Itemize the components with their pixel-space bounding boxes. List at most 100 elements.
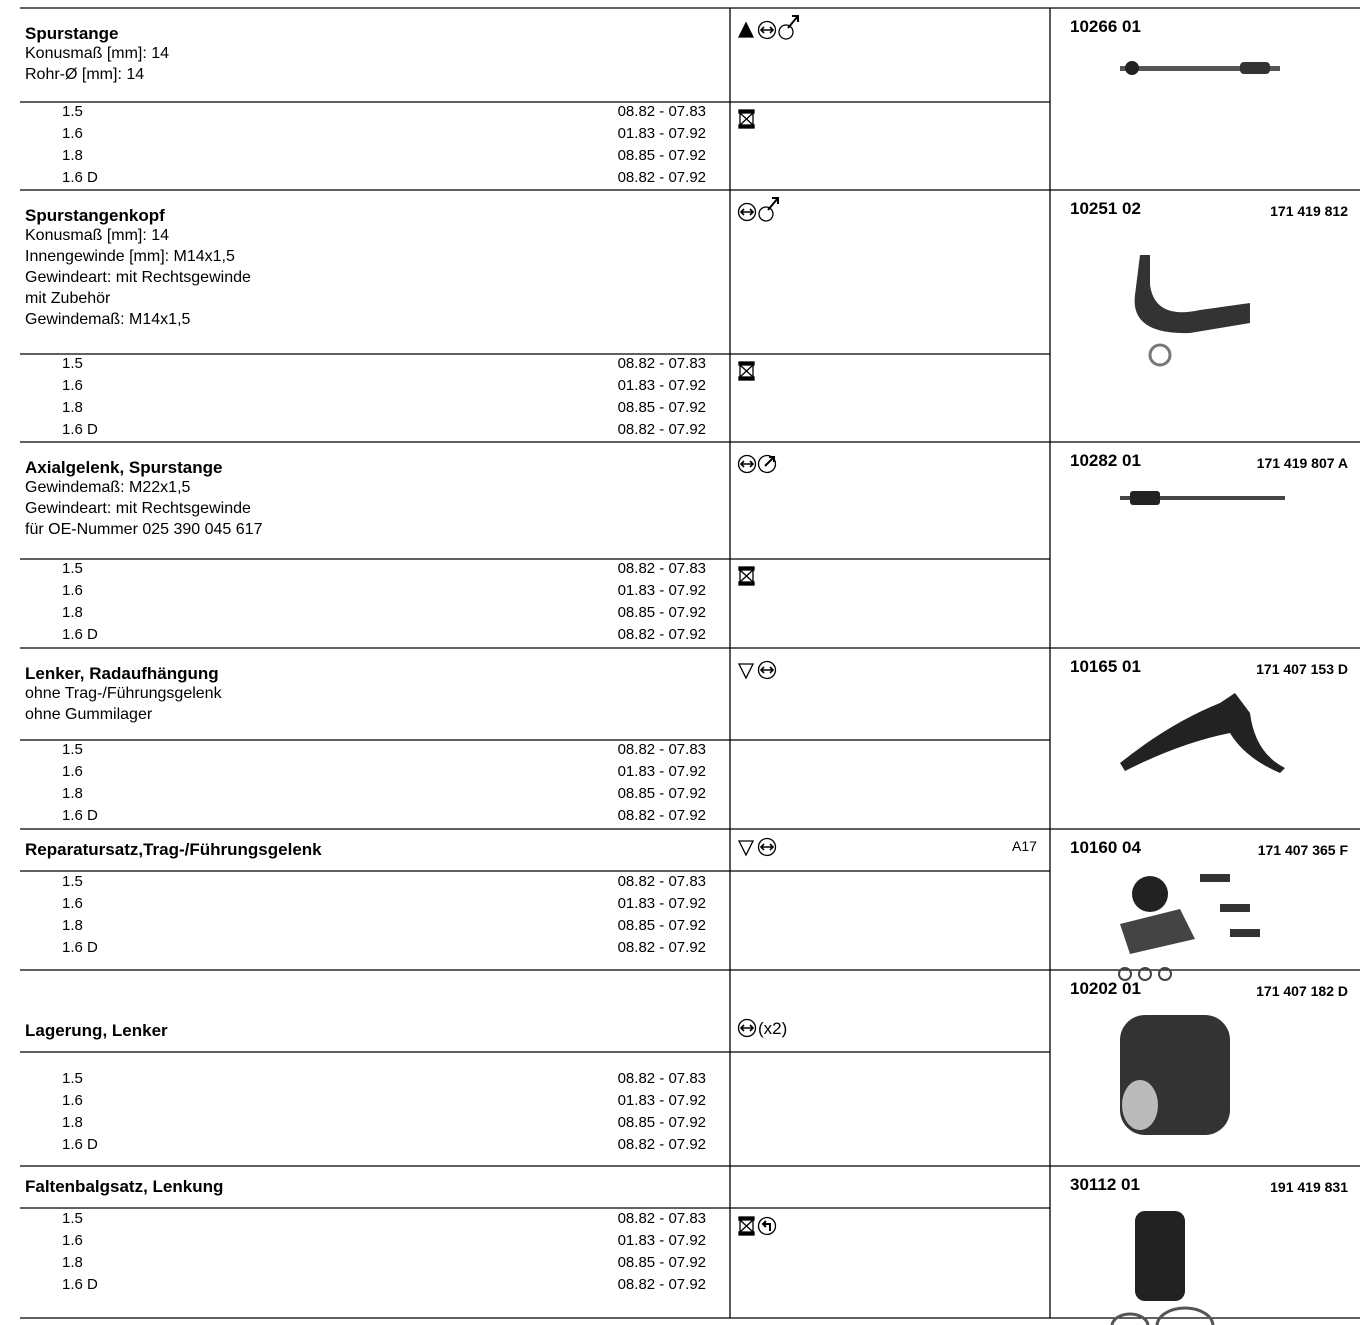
section-title: Lagerung, Lenker: [25, 1021, 168, 1040]
part-number: 10165 01: [1070, 657, 1141, 676]
engine: 1.6: [62, 125, 83, 142]
engine: 1.6 D: [62, 1136, 98, 1153]
period: 08.85 - 07.92: [617, 1254, 706, 1271]
period: 08.82 - 07.83: [617, 355, 706, 372]
period: 01.83 - 07.92: [617, 1232, 706, 1249]
detail-line: Innengewinde [mm]: M14x1,5: [25, 248, 235, 265]
period: 01.83 - 07.92: [617, 125, 706, 142]
engine: 1.6 D: [62, 1276, 98, 1293]
engine: 1.6: [62, 763, 83, 780]
reference-note: A17: [1012, 838, 1037, 854]
symbol-vtri: [737, 840, 755, 857]
symbol-ball: [758, 197, 779, 222]
period: 08.82 - 07.83: [617, 741, 706, 758]
detail-line: Gewindeart: mit Rechtsgewinde: [25, 269, 251, 286]
engine: 1.6: [62, 895, 83, 912]
symbol-arr: [757, 837, 777, 857]
symbol-arr: [757, 660, 777, 680]
period: 08.82 - 07.92: [617, 1136, 706, 1153]
detail-line: ohne Trag-/Führungsgelenk: [25, 685, 222, 702]
oe-number: 171 407 182 D: [1256, 983, 1348, 999]
detail-line: Gewindemaß: M14x1,5: [25, 311, 191, 328]
symbol-arr: [737, 454, 757, 474]
detail-line: ohne Gummilager: [25, 706, 153, 723]
oe-number: 171 407 153 D: [1256, 661, 1348, 677]
period: 08.82 - 07.83: [617, 1210, 706, 1227]
engine: 1.5: [62, 1070, 83, 1087]
part-image: [1110, 1211, 1215, 1325]
section-title: Spurstangenkopf: [25, 206, 165, 225]
part-image: [1120, 1015, 1230, 1135]
engine: 1.6: [62, 377, 83, 394]
engine: 1.8: [62, 1114, 83, 1131]
period: 01.83 - 07.92: [617, 763, 706, 780]
engine: 1.6 D: [62, 807, 98, 824]
symbol-turn: [757, 1216, 777, 1236]
symbol-ball: [778, 15, 799, 40]
period: 08.85 - 07.92: [617, 604, 706, 621]
period: 08.82 - 07.92: [617, 807, 706, 824]
period: 08.85 - 07.92: [617, 1114, 706, 1131]
period: 08.82 - 07.83: [617, 873, 706, 890]
engine: 1.5: [62, 103, 83, 120]
engine: 1.8: [62, 785, 83, 802]
engine: 1.8: [62, 604, 83, 621]
quantity-note: (x2): [758, 1019, 788, 1038]
part-number: 10266 01: [1070, 17, 1141, 36]
symbol-ball2: [757, 454, 777, 474]
oe-number: 171 419 807 A: [1256, 455, 1348, 471]
engine: 1.5: [62, 1210, 83, 1227]
part-image: [1120, 491, 1285, 505]
detail-line: für OE-Nummer 025 390 045 617: [25, 521, 263, 538]
part-number: 30112 01: [1070, 1175, 1140, 1194]
section-title: Axialgelenk, Spurstange: [25, 458, 223, 477]
symbol-arr: [737, 202, 757, 222]
section-title: Spurstange: [25, 24, 119, 43]
period: 08.82 - 07.92: [617, 169, 706, 186]
period: 01.83 - 07.92: [617, 1092, 706, 1109]
detail-line: Konusmaß [mm]: 14: [25, 45, 170, 62]
period: 08.82 - 07.83: [617, 560, 706, 577]
part-number: 10160 04: [1070, 838, 1141, 857]
part-number: 10282 01: [1070, 451, 1141, 470]
engine: 1.8: [62, 917, 83, 934]
engine: 1.6 D: [62, 939, 98, 956]
period: 08.82 - 07.92: [617, 939, 706, 956]
symbol-hg: [738, 566, 755, 586]
engine: 1.5: [62, 873, 83, 890]
engine: 1.6 D: [62, 169, 98, 186]
part-image: [1120, 61, 1280, 75]
period: 01.83 - 07.92: [617, 377, 706, 394]
period: 08.85 - 07.92: [617, 917, 706, 934]
engine: 1.6: [62, 1092, 83, 1109]
symbol-hg: [738, 361, 755, 381]
period: 08.82 - 07.92: [617, 421, 706, 438]
period: 08.85 - 07.92: [617, 399, 706, 416]
detail-line: Rohr-Ø [mm]: 14: [25, 66, 145, 83]
engine: 1.6 D: [62, 421, 98, 438]
section-title: Lenker, Radaufhängung: [25, 664, 219, 683]
detail-line: Gewindemaß: M22x1,5: [25, 479, 191, 496]
section-title: Faltenbalgsatz, Lenkung: [25, 1177, 224, 1196]
period: 01.83 - 07.92: [617, 895, 706, 912]
engine: 1.5: [62, 560, 83, 577]
period: 08.85 - 07.92: [617, 147, 706, 164]
oe-number: 171 407 365 F: [1257, 842, 1348, 858]
period: 08.85 - 07.92: [617, 785, 706, 802]
detail-line: mit Zubehör: [25, 290, 111, 307]
engine: 1.6 D: [62, 626, 98, 643]
engine: 1.8: [62, 399, 83, 416]
part-image: [1134, 255, 1250, 367]
period: 08.82 - 07.83: [617, 1070, 706, 1087]
detail-line: Konusmaß [mm]: 14: [25, 227, 170, 244]
part-number: 10251 02: [1070, 199, 1141, 218]
period: 01.83 - 07.92: [617, 582, 706, 599]
oe-number: 191 419 831: [1270, 1179, 1348, 1195]
symbol-hg: [738, 1216, 755, 1236]
symbol-hg: [738, 109, 755, 129]
symbol-arr: [737, 1018, 757, 1038]
symbol-tri: [737, 21, 755, 38]
oe-number: 171 419 812: [1270, 203, 1348, 219]
